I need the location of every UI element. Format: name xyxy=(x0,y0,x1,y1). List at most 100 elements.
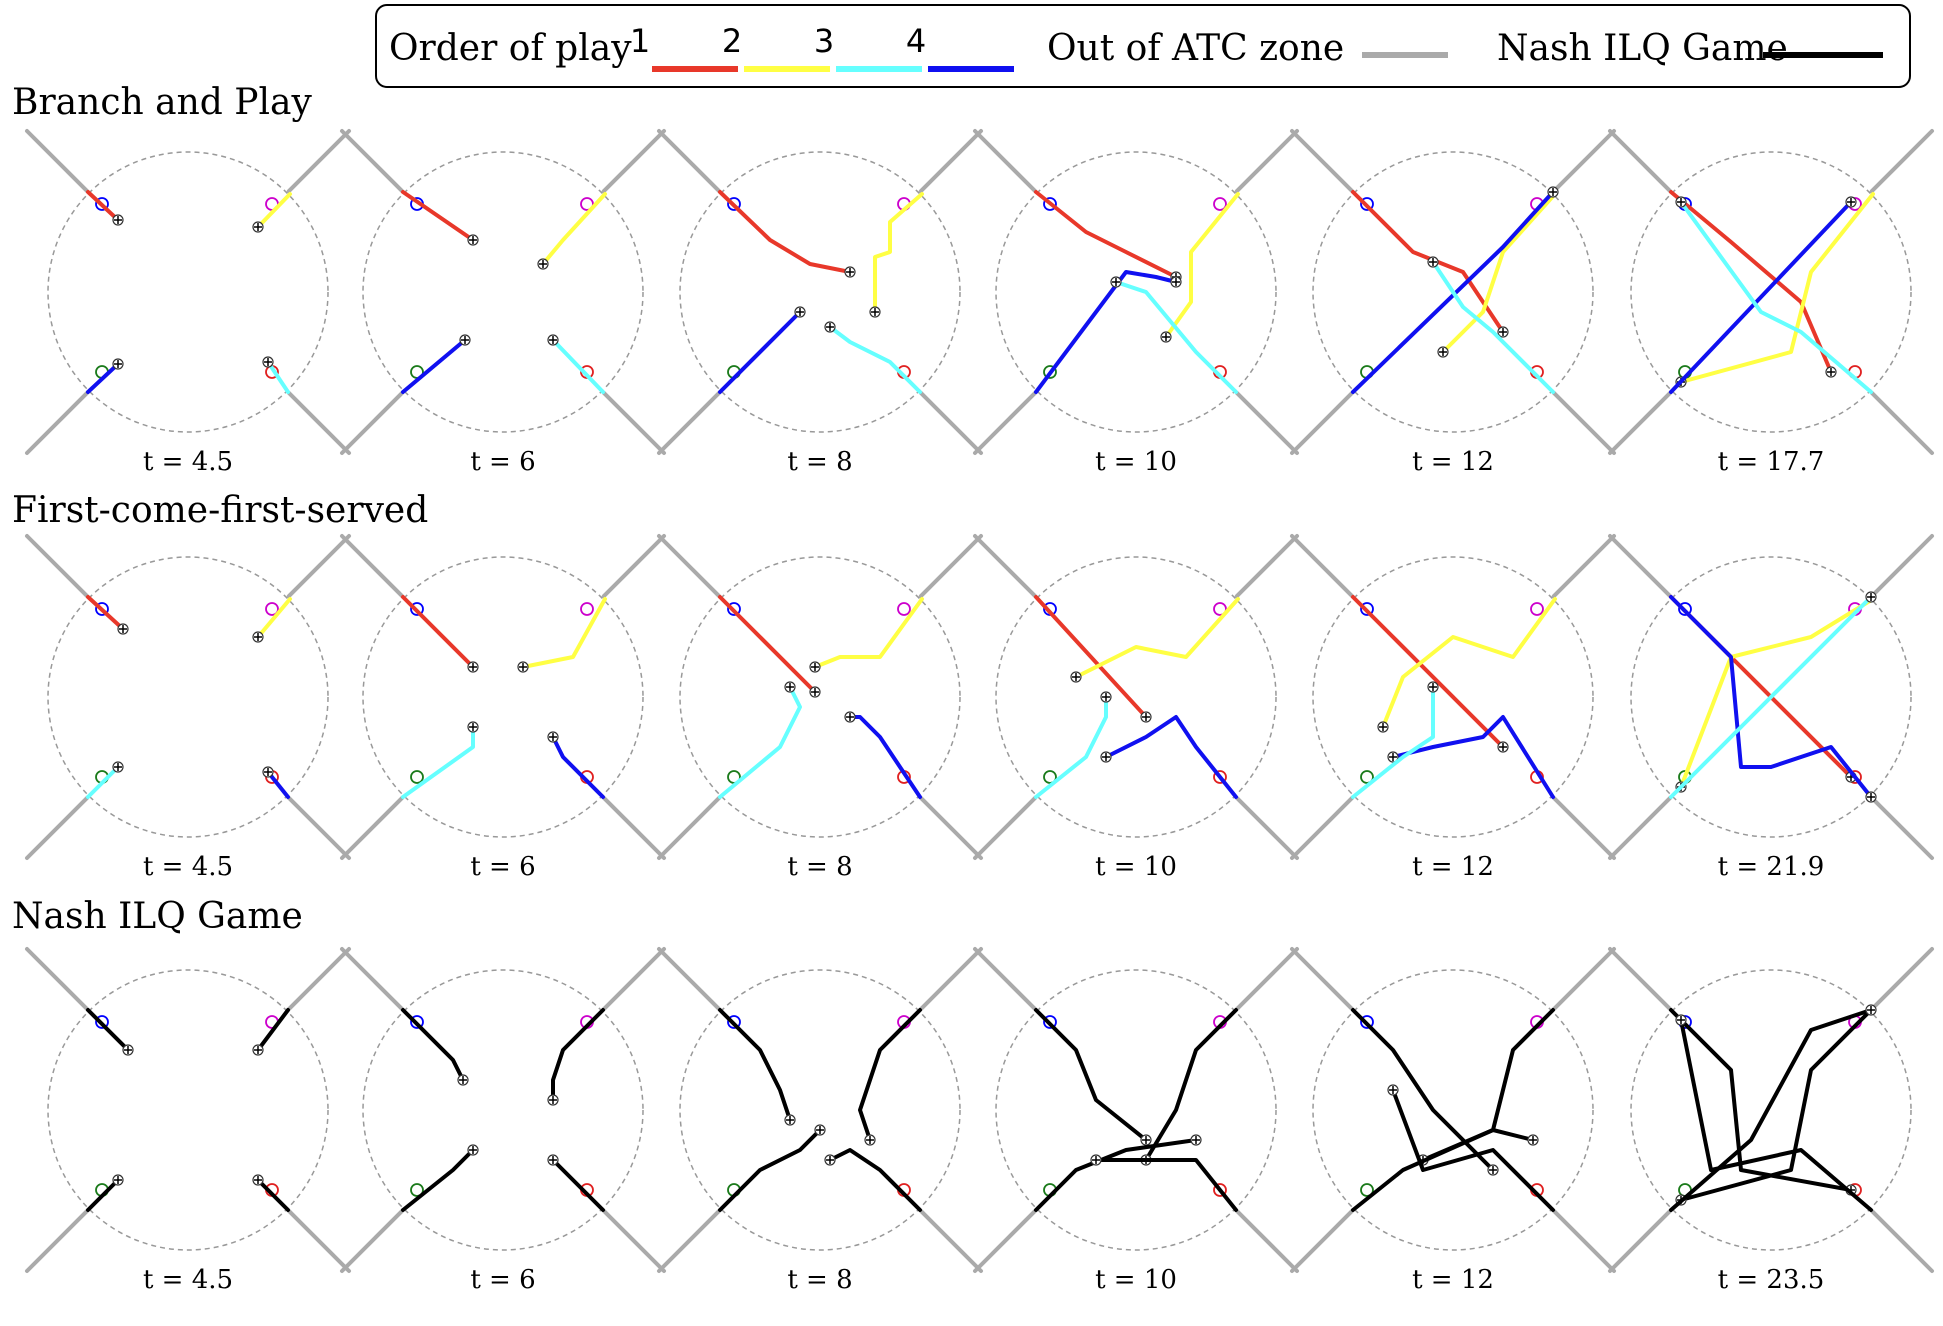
out-of-zone-segment xyxy=(601,795,666,860)
aircraft-icon xyxy=(114,360,122,368)
trajectory xyxy=(1351,1008,1495,1172)
target-marker xyxy=(1043,770,1057,784)
aircraft-icon xyxy=(469,723,477,731)
time-label: t = 10 xyxy=(1095,852,1177,882)
atc-zone-boundary xyxy=(1630,969,1912,1251)
aircraft-icon xyxy=(549,733,557,741)
aircraft-icon xyxy=(1142,1136,1150,1144)
target-marker xyxy=(410,770,424,784)
out-of-zone-segment xyxy=(657,390,722,455)
time-label: t = 4.5 xyxy=(143,447,233,477)
aircraft-icon xyxy=(469,663,477,671)
panel-r3-c1: t = 4.5 xyxy=(25,947,351,1295)
out-of-zone-segment xyxy=(1234,129,1299,194)
out-of-zone-segment xyxy=(1608,1208,1673,1273)
aircraft-icon xyxy=(1867,593,1875,601)
panel-r1-c3: t = 8 xyxy=(657,129,983,477)
target-marker xyxy=(95,602,109,616)
time-label: t = 8 xyxy=(787,447,852,477)
out-of-zone-segment xyxy=(1290,390,1355,455)
trajectory xyxy=(1034,1138,1198,1212)
trajectory xyxy=(541,192,607,266)
trajectory xyxy=(1034,1008,1148,1142)
out-of-zone-segment xyxy=(340,390,405,455)
trajectory xyxy=(718,595,817,694)
trajectory xyxy=(86,190,120,222)
out-of-zone-segment xyxy=(918,129,983,194)
trajectory xyxy=(401,595,475,669)
out-of-zone-segment xyxy=(1234,390,1299,455)
trajectory xyxy=(86,1008,130,1052)
out-of-zone-segment xyxy=(25,534,90,599)
out-of-zone-segment xyxy=(601,1208,666,1273)
trajectory xyxy=(1679,192,1875,384)
out-of-zone-segment xyxy=(1869,1208,1934,1273)
out-of-zone-segment xyxy=(1290,947,1355,1012)
aircraft-icon xyxy=(1847,198,1855,206)
panel-r3-c6: t = 23.5 xyxy=(1608,947,1934,1295)
trajectory xyxy=(401,1148,475,1212)
out-of-zone-segment xyxy=(1608,534,1673,599)
panel-r3-c2: t = 6 xyxy=(340,947,666,1295)
out-of-zone-segment xyxy=(1608,129,1673,194)
out-of-zone-segment xyxy=(657,795,722,860)
time-label: t = 6 xyxy=(470,447,535,477)
trajectory xyxy=(828,1148,922,1212)
atc-zone-boundary xyxy=(995,151,1277,433)
out-of-zone-segment xyxy=(601,129,666,194)
target-marker xyxy=(410,1183,424,1197)
out-of-zone-segment xyxy=(918,947,983,1012)
aircraft-icon xyxy=(114,763,122,771)
out-of-zone-segment xyxy=(1551,795,1616,860)
out-of-zone-segment xyxy=(973,129,1038,194)
panel-r2-c6: t = 21.9 xyxy=(1608,534,1934,882)
aircraft-icon xyxy=(119,625,127,633)
trajectory xyxy=(401,190,475,242)
out-of-zone-segment xyxy=(1551,1208,1616,1273)
aircraft-icon xyxy=(786,683,794,691)
target-marker xyxy=(1043,1015,1057,1029)
legend-order-label: Order of play xyxy=(389,28,632,69)
aircraft-icon xyxy=(254,1176,262,1184)
trajectory xyxy=(828,325,922,394)
trajectory xyxy=(1104,715,1238,799)
trajectory xyxy=(266,360,290,394)
aircraft-icon xyxy=(519,663,527,671)
legend-out-label: Out of ATC zone xyxy=(1047,28,1345,69)
out-of-zone-segment xyxy=(657,1208,722,1273)
trajectory xyxy=(551,338,605,394)
out-of-zone-segment xyxy=(973,1208,1038,1273)
trajectory xyxy=(401,338,467,394)
aircraft-icon xyxy=(254,1046,262,1054)
atc-zone-boundary xyxy=(47,151,329,433)
target-marker xyxy=(1213,602,1227,616)
trajectory xyxy=(521,597,607,669)
aircraft-icon xyxy=(264,768,272,776)
trajectory xyxy=(401,1008,465,1082)
panel-r3-c4: t = 10 xyxy=(973,947,1299,1295)
out-of-zone-segment xyxy=(1234,534,1299,599)
trajectory xyxy=(718,1128,822,1212)
out-of-zone-segment xyxy=(918,534,983,599)
legend-order-2: 2 xyxy=(721,22,743,60)
legend-nash-label: Nash ILQ Game xyxy=(1497,28,1788,69)
aircraft-icon xyxy=(124,1046,132,1054)
out-of-zone-segment xyxy=(601,947,666,1012)
target-marker xyxy=(580,602,594,616)
aircraft-icon xyxy=(549,336,557,344)
aircraft-icon xyxy=(1112,278,1120,286)
out-of-zone-segment xyxy=(25,795,90,860)
target-marker xyxy=(1360,1015,1374,1029)
trajectory xyxy=(551,1158,605,1212)
trajectory xyxy=(873,192,924,314)
aircraft-icon xyxy=(1092,1156,1100,1164)
out-of-zone-segment xyxy=(286,947,351,1012)
aircraft-icon xyxy=(549,1156,557,1164)
aircraft-icon xyxy=(1142,713,1150,721)
trajectory xyxy=(86,362,120,394)
out-of-zone-segment xyxy=(918,795,983,860)
time-label: t = 10 xyxy=(1095,447,1177,477)
aircraft-icon xyxy=(1102,693,1110,701)
trajectory xyxy=(718,190,852,274)
